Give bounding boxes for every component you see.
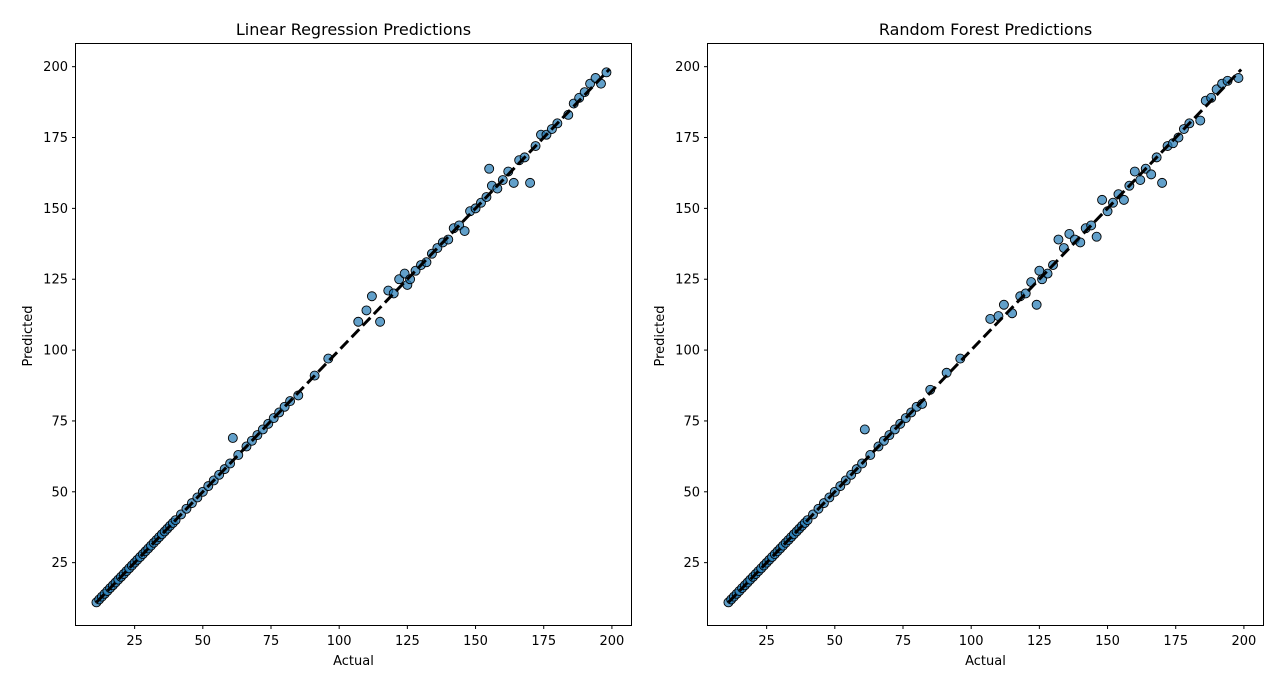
x-tick-label: 25	[126, 634, 143, 649]
data-point	[366, 291, 377, 302]
x-tick-label: 75	[263, 634, 280, 649]
y-tick-label: 100	[675, 344, 700, 359]
x-tick-label: 200	[1231, 634, 1256, 649]
x-axis-label: Actual	[333, 654, 374, 669]
data-point	[1031, 299, 1042, 310]
x-tick-label: 100	[959, 634, 984, 649]
y-tick-label: 75	[683, 414, 700, 429]
x-axis-label: Actual	[965, 654, 1006, 669]
y-tick-label: 150	[43, 202, 68, 217]
y-tick-label: 175	[43, 131, 68, 146]
subplot-random-forest: Random Forest Predictions 25 50 75 100 125 15…	[653, 20, 1264, 669]
data-point	[998, 299, 1009, 310]
x-tick-label: 125	[395, 634, 420, 649]
data-point	[985, 313, 996, 324]
data-point	[525, 177, 536, 188]
x-tick-label: 175	[531, 634, 556, 649]
data-point	[1118, 194, 1129, 205]
plot-frame	[707, 43, 1264, 626]
y-tick-label: 150	[675, 202, 700, 217]
x-tick-label: 200	[599, 634, 624, 649]
data-point	[859, 424, 870, 435]
y-tick-label: 200	[675, 60, 700, 75]
x-tick-label: 25	[758, 634, 775, 649]
y-tick-label: 175	[675, 131, 700, 146]
y-tick-label: 25	[683, 556, 700, 571]
y-tick-label: 75	[51, 414, 68, 429]
y-tick-label: 100	[43, 344, 68, 359]
data-point	[1233, 73, 1244, 83]
data-point	[601, 67, 612, 78]
data-point	[1135, 175, 1146, 185]
y-tick-label: 50	[683, 485, 700, 500]
x-tick-label: 50	[827, 634, 844, 649]
reference-line	[727, 68, 1243, 604]
x-tick-label: 150	[463, 634, 488, 649]
x-axis-ticks: 25 50 75 100 125 150 175 200	[126, 625, 624, 649]
data-point	[1129, 166, 1140, 177]
data-point	[353, 316, 364, 327]
subplot-linear-regression: Linear Regression Predictions 25 50 75 100 1…	[21, 20, 632, 669]
y-tick-label: 125	[43, 273, 68, 288]
x-tick-label: 75	[895, 634, 912, 649]
perfect-prediction-line	[727, 68, 1243, 604]
plot-frame	[75, 43, 632, 626]
y-axis-ticks: 25 50 75 100 125 150 175 200	[675, 60, 708, 571]
y-tick-label: 200	[43, 60, 68, 75]
x-tick-label: 50	[195, 634, 212, 649]
data-point	[459, 226, 470, 237]
data-point	[1157, 177, 1168, 188]
y-axis-label: Predicted	[653, 305, 668, 366]
x-tick-label: 125	[1027, 634, 1052, 649]
data-point	[1053, 234, 1064, 245]
data-point	[1097, 194, 1108, 205]
data-point	[1195, 115, 1206, 126]
reference-line	[95, 68, 611, 604]
data-point	[227, 433, 238, 443]
y-tick-label: 125	[675, 273, 700, 288]
x-tick-label: 175	[1163, 634, 1188, 649]
subplot-title: Linear Regression Predictions	[236, 20, 471, 39]
y-axis-ticks: 25 50 75 100 125 150 175 200	[43, 60, 76, 571]
data-point	[361, 305, 372, 316]
data-point	[508, 177, 519, 188]
subplot-title: Random Forest Predictions	[879, 20, 1092, 39]
y-tick-label: 50	[51, 485, 68, 500]
x-tick-label: 100	[327, 634, 352, 649]
perfect-prediction-line	[95, 68, 611, 604]
data-point	[1146, 169, 1157, 180]
data-point	[1091, 231, 1102, 242]
y-axis-label: Predicted	[21, 305, 36, 366]
x-tick-label: 150	[1095, 634, 1120, 649]
data-point	[375, 316, 386, 327]
data-point	[484, 163, 495, 174]
x-axis-ticks: 25 50 75 100 125 150 175 200	[758, 625, 1256, 649]
y-tick-label: 25	[51, 556, 68, 571]
